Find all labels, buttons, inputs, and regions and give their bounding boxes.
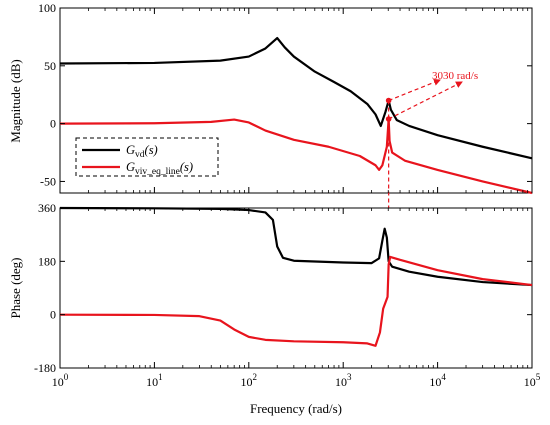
legend-gviv-sub: viv_eq_line [135, 167, 180, 177]
xtick-label: 100 [52, 372, 69, 389]
legend-gvd-suffix: (s) [145, 143, 158, 157]
phase-series-line-gvd [59, 206, 533, 287]
legend-gvd-sub: vd [135, 150, 145, 160]
xtick-label: 104 [429, 372, 446, 389]
phase-ytick-label: -180 [34, 361, 56, 375]
magnitude-series-line-gviv [59, 117, 533, 195]
phase-ylabel: Phase (deg) [8, 257, 23, 318]
magnitude-series-line-gvd [59, 36, 533, 160]
magnitude-y-ticks: -50 0 50 100 [38, 1, 532, 188]
phase-series-group [59, 206, 533, 347]
magnitude-ytick-label: 0 [50, 117, 56, 131]
annotation-arrow-upper [388, 78, 441, 102]
annotation-label: 3030 rad/s [432, 70, 478, 82]
xtick-label: 101 [146, 372, 163, 389]
magnitude-series-group [59, 36, 533, 195]
legend-entry-gviv: Gviv_eq_line(s) [126, 160, 193, 177]
xtick-label: 102 [241, 372, 257, 389]
legend-gvd-main: G [126, 143, 135, 157]
legend-gviv-suffix: (s) [180, 160, 193, 174]
phase-ytick-label: 0 [50, 308, 56, 322]
magnitude-x-tickmarks [59, 8, 533, 193]
legend-entry-gvd: Gvd(s) [126, 143, 158, 160]
legend-gviv-main: G [126, 160, 135, 174]
frequency-xlabel: Frequency (rad/s) [250, 401, 342, 416]
annotation-marker-gviv [385, 116, 392, 122]
magnitude-ylabel: Magnitude (dB) [8, 59, 23, 142]
xtick-label: 103 [335, 372, 352, 389]
phase-y-ticks: -180 0 180 360 [34, 201, 532, 375]
phase-plot-frame [59, 207, 533, 369]
resonance-annotation: 3030 rad/s [385, 70, 478, 208]
magnitude-ytick-label: -50 [40, 174, 56, 188]
magnitude-ytick-label: 50 [44, 59, 56, 73]
phase-ytick-label: 180 [38, 254, 56, 268]
phase-series-line-gviv [59, 255, 533, 347]
legend-box [75, 137, 219, 177]
magnitude-ytick-label: 100 [38, 1, 56, 15]
phase-ytick-label: 360 [38, 201, 56, 215]
phase-panel: -180 0 180 360 100 101 102 103 104 105 Phase (de… [8, 201, 541, 416]
xtick-label: 105 [524, 372, 541, 389]
annotation-marker-gvd [385, 97, 392, 104]
phase-x-ticks: 100 101 102 103 104 105 [52, 208, 541, 389]
legend: Gvd(s) Gviv_eq_line(s) [75, 137, 219, 177]
